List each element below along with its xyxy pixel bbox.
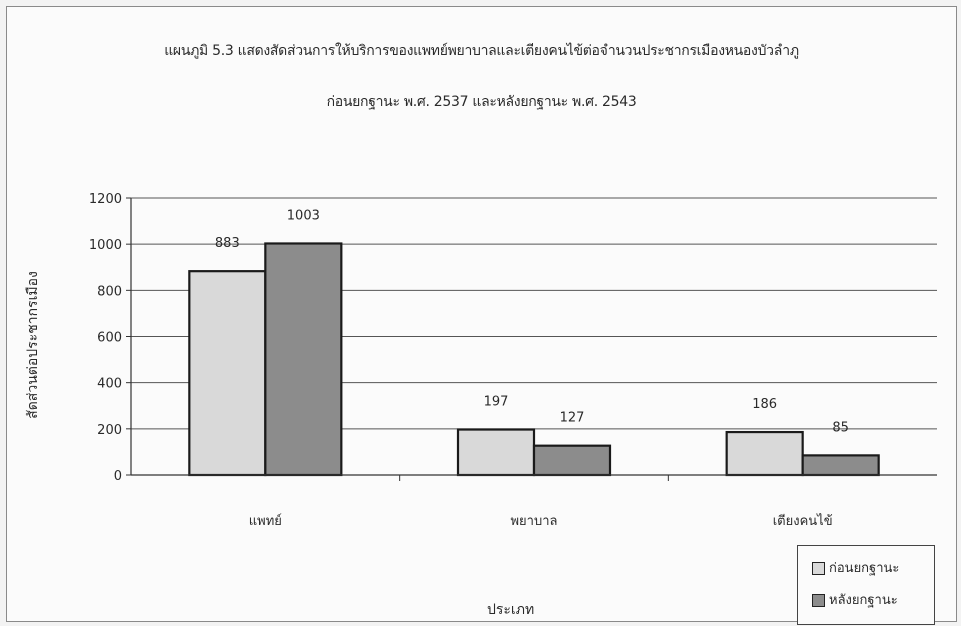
plot-area: 883 1003 197 127 186 85 0 200 400 600 800 1000 1200…: [89, 192, 937, 529]
data-label: 883: [215, 236, 240, 251]
bar-before-2: [725, 430, 804, 477]
y-tick-label: 1200: [89, 192, 122, 207]
legend-label-before: ก่อนยกฐานะ: [829, 561, 900, 576]
chart-subtitle: ก่อนยกฐานะ พ.ศ. 2537 และหลังยกฐานะ พ.ศ. …: [326, 94, 637, 110]
legend-swatch-before: [812, 562, 825, 575]
y-tick-label: 0: [114, 469, 122, 484]
data-label: 186: [752, 397, 777, 412]
bar-before-0: [188, 270, 267, 477]
x-tick-label: พยาบาล: [510, 514, 557, 529]
data-label: 85: [832, 420, 849, 435]
legend: ก่อนยกฐานะ หลังยกฐานะ: [797, 545, 935, 625]
x-tick-label: เตียงคนไข้: [773, 513, 833, 529]
data-label: 1003: [287, 208, 320, 223]
data-label: 197: [484, 395, 509, 410]
legend-swatch-after: [812, 594, 825, 607]
legend-item-after: หลังยกฐานะ: [812, 592, 898, 610]
data-label: 127: [560, 411, 585, 426]
chart-title: แผนภูมิ 5.3 แสดงสัดส่วนการให้บริการของแพ…: [164, 43, 799, 59]
bar-before-1: [456, 428, 536, 477]
y-tick-label: 1000: [89, 238, 122, 253]
y-axis-label: สัดส่วนต่อประชากรเมือง: [25, 271, 41, 419]
x-tick-label: แพทย์: [249, 513, 282, 529]
bar-after-0: [264, 242, 343, 477]
y-tick-label: 800: [97, 284, 122, 299]
bar-after-1: [532, 444, 612, 477]
y-tick-label: 200: [97, 423, 122, 438]
bar-after-2: [801, 454, 880, 477]
chart-figure: แผนภูมิ 5.3 แสดงสัดส่วนการให้บริการของแพ…: [6, 6, 957, 625]
legend-item-before: ก่อนยกฐานะ: [812, 560, 899, 578]
y-tick-label: 400: [97, 377, 122, 392]
x-axis-label: ประเภท: [487, 602, 535, 618]
y-tick-label: 600: [97, 331, 122, 346]
legend-label-after: หลังยกฐานะ: [829, 593, 898, 608]
